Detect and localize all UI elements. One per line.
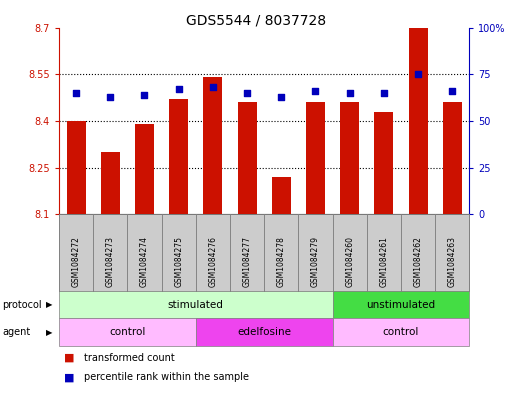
Text: agent: agent xyxy=(3,327,31,337)
Point xyxy=(72,90,80,96)
Bar xyxy=(409,28,427,214)
Text: control: control xyxy=(383,327,419,337)
Text: GSM1084273: GSM1084273 xyxy=(106,236,115,287)
Text: GSM1084272: GSM1084272 xyxy=(72,236,81,287)
Point xyxy=(141,92,149,98)
Text: unstimulated: unstimulated xyxy=(366,299,436,310)
Text: ■: ■ xyxy=(64,372,74,382)
Bar xyxy=(169,99,188,214)
Text: GDS5544 / 8037728: GDS5544 / 8037728 xyxy=(186,14,327,28)
Text: stimulated: stimulated xyxy=(168,299,224,310)
Bar xyxy=(67,121,86,214)
Text: GSM1084263: GSM1084263 xyxy=(448,236,457,287)
Bar xyxy=(443,102,462,214)
Point xyxy=(174,86,183,92)
Point xyxy=(311,88,320,94)
Bar xyxy=(101,152,120,214)
Text: transformed count: transformed count xyxy=(84,353,174,363)
Bar xyxy=(238,102,256,214)
Point xyxy=(448,88,457,94)
Bar xyxy=(135,124,154,214)
Text: GSM1084274: GSM1084274 xyxy=(140,236,149,287)
Bar xyxy=(340,102,359,214)
Text: control: control xyxy=(109,327,146,337)
Point xyxy=(380,90,388,96)
Text: ■: ■ xyxy=(64,353,74,363)
Text: ▶: ▶ xyxy=(46,300,53,309)
Text: edelfosine: edelfosine xyxy=(237,327,291,337)
Text: GSM1084276: GSM1084276 xyxy=(208,236,218,287)
Bar xyxy=(306,102,325,214)
Bar xyxy=(272,177,291,214)
Point xyxy=(209,84,217,90)
Text: GSM1084262: GSM1084262 xyxy=(413,236,423,287)
Text: GSM1084261: GSM1084261 xyxy=(380,236,388,287)
Text: GSM1084260: GSM1084260 xyxy=(345,236,354,287)
Text: GSM1084278: GSM1084278 xyxy=(277,236,286,287)
Text: protocol: protocol xyxy=(3,299,42,310)
Point xyxy=(414,71,422,77)
Point xyxy=(277,94,285,100)
Bar xyxy=(204,77,222,214)
Point xyxy=(106,94,114,100)
Text: GSM1084277: GSM1084277 xyxy=(243,236,251,287)
Text: GSM1084279: GSM1084279 xyxy=(311,236,320,287)
Text: ▶: ▶ xyxy=(46,328,53,336)
Point xyxy=(346,90,354,96)
Text: percentile rank within the sample: percentile rank within the sample xyxy=(84,372,249,382)
Bar xyxy=(374,112,393,214)
Point xyxy=(243,90,251,96)
Text: GSM1084275: GSM1084275 xyxy=(174,236,183,287)
